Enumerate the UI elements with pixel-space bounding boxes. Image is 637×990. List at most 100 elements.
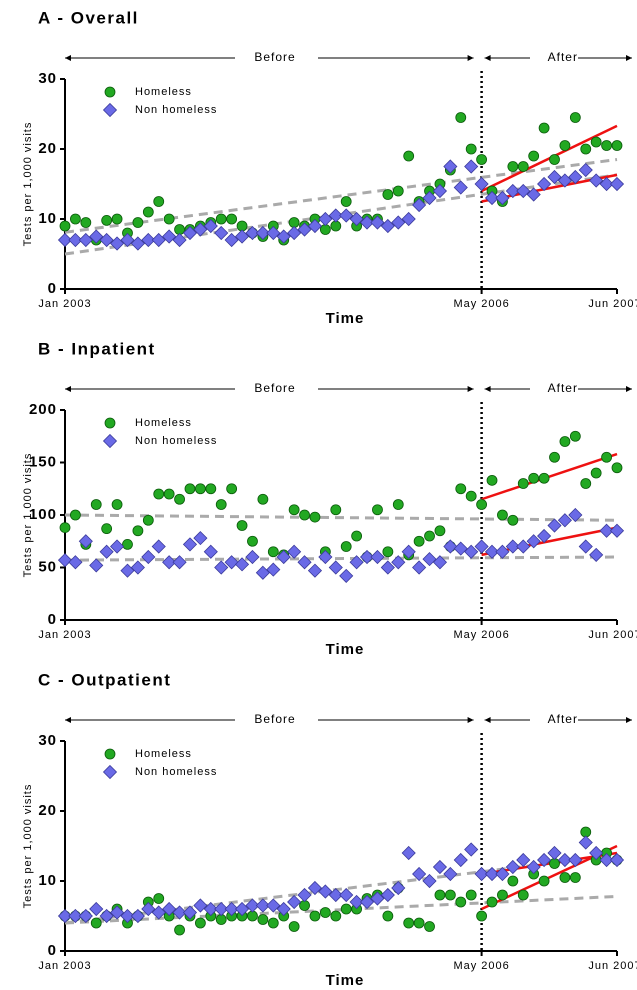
point xyxy=(516,539,531,554)
point xyxy=(474,866,489,882)
point xyxy=(401,544,416,559)
point xyxy=(380,887,395,903)
point xyxy=(349,555,364,570)
point xyxy=(359,549,375,565)
legend-marker xyxy=(104,417,116,429)
point xyxy=(453,541,468,556)
point xyxy=(182,905,198,920)
point xyxy=(611,140,623,151)
point xyxy=(132,525,144,537)
point xyxy=(538,472,550,484)
y-tick-label: 20 xyxy=(38,140,57,157)
point xyxy=(257,493,269,505)
point xyxy=(464,159,479,174)
point xyxy=(380,560,395,575)
point xyxy=(307,563,323,578)
point xyxy=(276,229,291,244)
point xyxy=(559,140,571,151)
y-tick-label: 10 xyxy=(38,872,57,889)
panel-title: C - Outpatient xyxy=(38,670,171,689)
panel-title: A - Overall xyxy=(38,8,139,27)
point xyxy=(224,232,239,248)
point xyxy=(589,845,604,861)
point xyxy=(413,535,425,547)
arrow-head xyxy=(626,386,632,392)
point xyxy=(547,518,562,533)
y-tick-label: 0 xyxy=(48,611,57,628)
point xyxy=(267,917,279,929)
point xyxy=(609,523,625,538)
point xyxy=(215,213,227,225)
point xyxy=(174,493,185,505)
point xyxy=(214,560,229,575)
point xyxy=(111,499,123,510)
point xyxy=(403,150,415,162)
legend-label: Homeless xyxy=(135,86,192,98)
point xyxy=(340,903,352,915)
point xyxy=(267,546,279,558)
x-tick-label: Jun 2007 xyxy=(588,629,637,641)
point xyxy=(517,478,529,489)
point xyxy=(59,522,71,533)
y-tick-label: 20 xyxy=(38,802,57,819)
point xyxy=(516,183,531,199)
point xyxy=(590,136,602,148)
y-tick-label: 30 xyxy=(38,732,57,749)
point xyxy=(578,835,593,850)
point xyxy=(434,889,446,901)
point xyxy=(391,555,406,570)
point xyxy=(266,562,281,577)
point xyxy=(184,483,196,495)
point xyxy=(432,859,448,875)
point xyxy=(80,217,92,228)
point xyxy=(589,547,604,562)
x-tick-label: Jun 2007 xyxy=(588,960,637,972)
point xyxy=(339,208,354,223)
point xyxy=(255,565,270,580)
legend-label: Non homeless xyxy=(135,766,217,778)
annotation: Before xyxy=(254,381,295,395)
y-tick-label: 30 xyxy=(38,70,57,87)
point xyxy=(528,150,540,162)
point xyxy=(340,541,352,552)
point xyxy=(193,531,208,546)
point xyxy=(453,180,468,195)
y-tick-label: 0 xyxy=(48,280,57,297)
point xyxy=(203,901,218,917)
point xyxy=(99,232,114,248)
legend-marker xyxy=(102,102,118,118)
point xyxy=(434,525,446,537)
point xyxy=(370,549,385,565)
point xyxy=(391,215,406,230)
point xyxy=(392,499,404,510)
point xyxy=(351,530,363,542)
point xyxy=(153,488,165,500)
trend-line xyxy=(481,452,618,501)
point xyxy=(401,845,416,861)
point xyxy=(318,211,333,227)
point xyxy=(476,910,488,922)
point xyxy=(484,544,500,559)
point xyxy=(101,214,113,226)
x-axis-label: Time xyxy=(326,310,365,327)
point xyxy=(309,910,321,922)
point xyxy=(182,537,198,552)
point xyxy=(90,499,102,510)
point xyxy=(474,176,489,192)
point xyxy=(141,901,156,917)
point xyxy=(559,436,571,447)
point xyxy=(401,211,416,227)
point xyxy=(507,514,519,526)
point xyxy=(455,483,467,495)
legend-marker xyxy=(104,86,116,98)
y-tick-label: 10 xyxy=(38,210,57,227)
point xyxy=(413,917,425,929)
point xyxy=(578,162,593,178)
point xyxy=(172,232,187,248)
point xyxy=(590,467,602,479)
x-axis-label: Time xyxy=(326,972,365,989)
point xyxy=(484,190,500,206)
point xyxy=(517,889,529,901)
point xyxy=(580,143,592,155)
point xyxy=(78,534,93,549)
